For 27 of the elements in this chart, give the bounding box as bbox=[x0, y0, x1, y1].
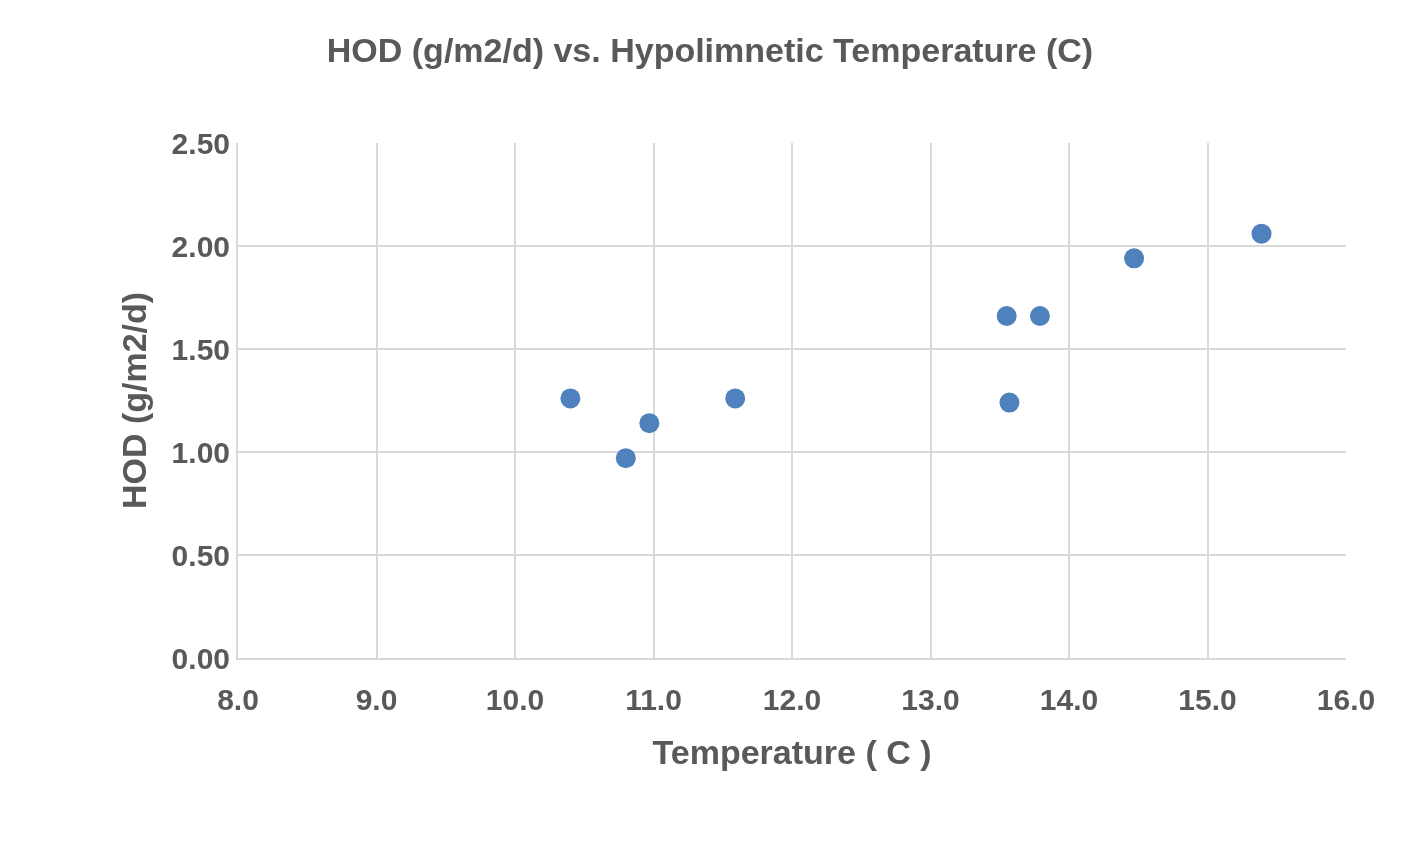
y-tick-label: 0.00 bbox=[171, 641, 230, 675]
y-tick-label: 2.00 bbox=[171, 229, 230, 263]
x-tick-label: 9.0 bbox=[355, 683, 398, 716]
point bbox=[725, 388, 746, 409]
point bbox=[999, 392, 1020, 413]
y-tick-label: 1.50 bbox=[171, 332, 230, 366]
point bbox=[1124, 248, 1145, 269]
chart-title: HOD (g/m2/d) vs. Hypolimnetic Temperature (C) bbox=[326, 31, 1094, 70]
x-tick-label: 16.0 bbox=[1316, 683, 1376, 716]
y-tick-label: 2.50 bbox=[171, 126, 230, 160]
x-tick-label: 13.0 bbox=[901, 683, 960, 716]
x-tick-label: 10.0 bbox=[485, 683, 545, 716]
x-tick-label: 12.0 bbox=[762, 683, 822, 716]
x-axis-title: Temperature ( C ) bbox=[652, 732, 932, 771]
y-axis-title: HOD (g/m2/d) bbox=[114, 291, 153, 510]
x-tick-label: 15.0 bbox=[1178, 683, 1237, 716]
point bbox=[1029, 306, 1050, 327]
point bbox=[639, 413, 660, 434]
point bbox=[615, 448, 636, 469]
point bbox=[1251, 223, 1272, 244]
y-tick-label: 0.50 bbox=[171, 538, 230, 572]
x-tick-label: 8.0 bbox=[217, 683, 259, 716]
point bbox=[560, 388, 581, 409]
x-tick-label: 11.0 bbox=[625, 683, 682, 716]
y-tick-label: 1.00 bbox=[171, 435, 230, 469]
point bbox=[996, 306, 1017, 327]
x-tick-label: 14.0 bbox=[1039, 683, 1099, 716]
